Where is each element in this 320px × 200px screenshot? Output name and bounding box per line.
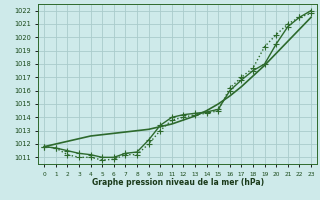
X-axis label: Graphe pression niveau de la mer (hPa): Graphe pression niveau de la mer (hPa) <box>92 178 264 187</box>
